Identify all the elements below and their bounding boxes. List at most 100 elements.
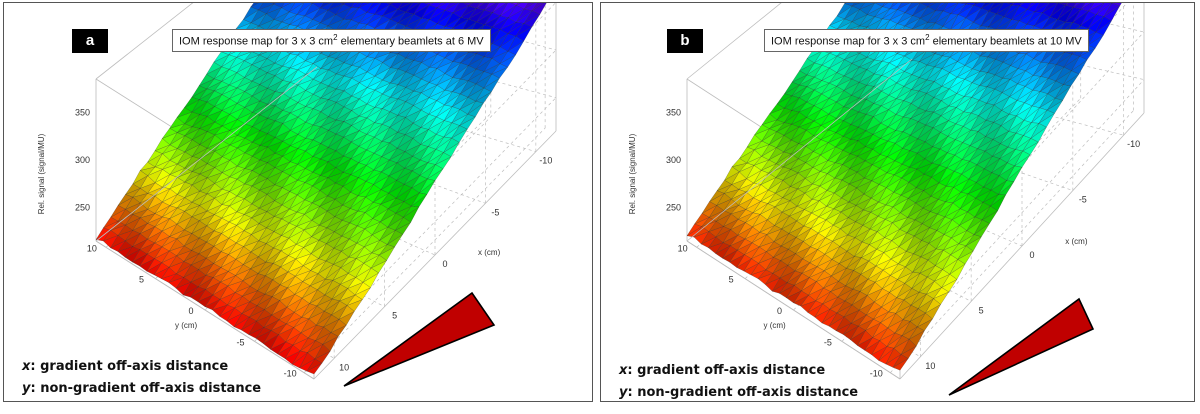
a-surface-facet <box>169 117 185 129</box>
a-grid-line <box>316 33 557 98</box>
a-surface-facet <box>102 216 119 229</box>
b-surface-facet <box>693 213 710 225</box>
a-box-edge <box>95 240 315 380</box>
a-z-tick-label: 300 <box>75 155 90 165</box>
b-surface-facet <box>709 190 725 202</box>
a-box-edge <box>95 3 194 80</box>
legend-y-definition-a: y: non-gradient off-axis distance <box>22 381 262 396</box>
a-box-edge <box>95 66 318 242</box>
b-surface-facet <box>784 81 800 94</box>
a-y-axis-title: y (cm) <box>175 321 198 330</box>
b-box-edge <box>686 58 913 242</box>
a-surface-facet <box>198 73 215 87</box>
a-y-tick-label: 5 <box>139 275 144 285</box>
a-y-tick-label: -5 <box>237 337 245 347</box>
b-surface-facet <box>889 3 898 9</box>
b-surface-facet <box>844 3 846 4</box>
b-surface-facet <box>746 134 763 148</box>
a-surface-facet <box>468 3 473 6</box>
b-x-tick-label: -10 <box>1127 139 1140 149</box>
a-surface-facet <box>250 3 259 8</box>
a-surface-facet <box>476 3 485 9</box>
a-surface-facet <box>319 3 331 9</box>
a-surface-facet <box>124 183 141 195</box>
a-surface-facet <box>350 3 359 8</box>
a-z-axis-title: Rel. signal (signal/MU) <box>37 133 46 214</box>
a-x-axis-title: x (cm) <box>478 248 501 257</box>
b-surface-facet <box>798 58 815 72</box>
b-y-tick-label: 10 <box>678 243 688 253</box>
b-box-edge <box>686 240 901 380</box>
a-grid-line <box>313 97 557 346</box>
b-grid-line <box>911 25 1145 80</box>
a-box-edge <box>313 130 557 380</box>
b-surface-facet <box>761 113 778 126</box>
b-surface-facet <box>829 15 846 26</box>
b-surface-facet <box>927 3 936 7</box>
b-surface-facet <box>723 166 740 181</box>
a-grid-line <box>252 117 486 204</box>
b-z-tick-label: 300 <box>666 155 681 165</box>
a-surface-facet <box>110 205 126 218</box>
a-surface-facet <box>235 19 252 30</box>
b-y-axis-title: y (cm) <box>764 321 787 330</box>
b-surface-facet <box>716 179 733 192</box>
b-x-tick-label: 10 <box>925 361 935 371</box>
a-surface-facet <box>358 3 370 8</box>
b-x-tick-label: -5 <box>1079 195 1087 205</box>
b-z-tick-label: 350 <box>666 107 681 117</box>
a-x-tick-label: 5 <box>392 311 397 321</box>
b-surface-facet <box>1011 3 1015 6</box>
b-surface-facet <box>753 124 770 136</box>
b-surface-facet <box>882 3 888 7</box>
a-x-tick-label: 10 <box>339 362 349 372</box>
panel-b: 10 5 0 -5 -10 10 5 0 -5 -10 250 300 350 y (cm) x (cm) R… <box>600 2 1195 402</box>
a-z-tick-label: 250 <box>75 203 90 213</box>
legend-x-definition-a: x: gradient off-axis distance <box>22 359 229 374</box>
a-y-tick-label: -10 <box>284 369 297 379</box>
panel-letter-b: b <box>667 29 703 53</box>
b-surface-facet <box>686 223 703 236</box>
panel-a: 10 5 0 -5 -10 10 5 0 -5 -10 250 300 350 y (cm) x (cm) R… <box>3 2 593 402</box>
panel-letter-a: a <box>72 29 108 53</box>
a-surface-facet <box>213 51 230 63</box>
b-grid-line <box>846 111 1073 191</box>
a-surface-facet <box>205 61 222 75</box>
a-z-tick-label: 350 <box>75 107 90 117</box>
a-surface-facet <box>147 150 163 163</box>
b-surface-facet <box>1073 3 1081 8</box>
b-grid-line <box>893 73 1124 136</box>
b-surface-facet <box>701 201 718 214</box>
b-surface-facet <box>768 103 785 115</box>
a-surface-facet <box>280 3 292 9</box>
b-gradient-wedge-icon <box>948 297 1095 396</box>
a-surface-facet <box>139 161 156 171</box>
a-surface-facet <box>184 96 200 108</box>
b-z-axis-title: Rel. signal (signal/MU) <box>628 133 637 214</box>
b-box-edge <box>686 3 782 80</box>
b-surface-facet <box>851 3 860 7</box>
b-surface-facet <box>776 93 793 105</box>
a-surface-facet <box>389 3 394 5</box>
a-gradient-wedge-icon <box>343 291 496 387</box>
b-x-tick-label: 5 <box>979 305 984 315</box>
a-y-tick-label: 0 <box>188 306 193 316</box>
b-x-axis-title: x (cm) <box>1065 237 1088 246</box>
b-surface-facet <box>739 146 755 159</box>
b-z-tick-label: 250 <box>666 203 681 213</box>
surface-plot-b: 10 5 0 -5 -10 10 5 0 -5 -10 250 300 350 y (cm) x (cm) R… <box>628 3 1145 396</box>
surface-plot-a: 10 5 0 -5 -10 10 5 0 -5 -10 250 300 350 y (cm) x (cm) R… <box>37 3 557 387</box>
b-surface-facet <box>836 3 853 17</box>
a-x-tick-label: 0 <box>442 259 447 269</box>
b-y-tick-label: -5 <box>824 337 832 347</box>
a-surface-facet <box>436 3 447 9</box>
a-surface-facet <box>154 138 171 152</box>
a-surface-facet <box>515 3 521 6</box>
a-surface-facet <box>161 128 178 139</box>
b-box-edge <box>899 112 1145 380</box>
b-x-tick-label: 0 <box>1029 250 1034 260</box>
a-y-tick-label: 10 <box>87 243 97 253</box>
a-surface-facet <box>243 6 259 20</box>
b-surface-facet <box>1026 3 1036 10</box>
a-surface-facet <box>176 107 193 118</box>
